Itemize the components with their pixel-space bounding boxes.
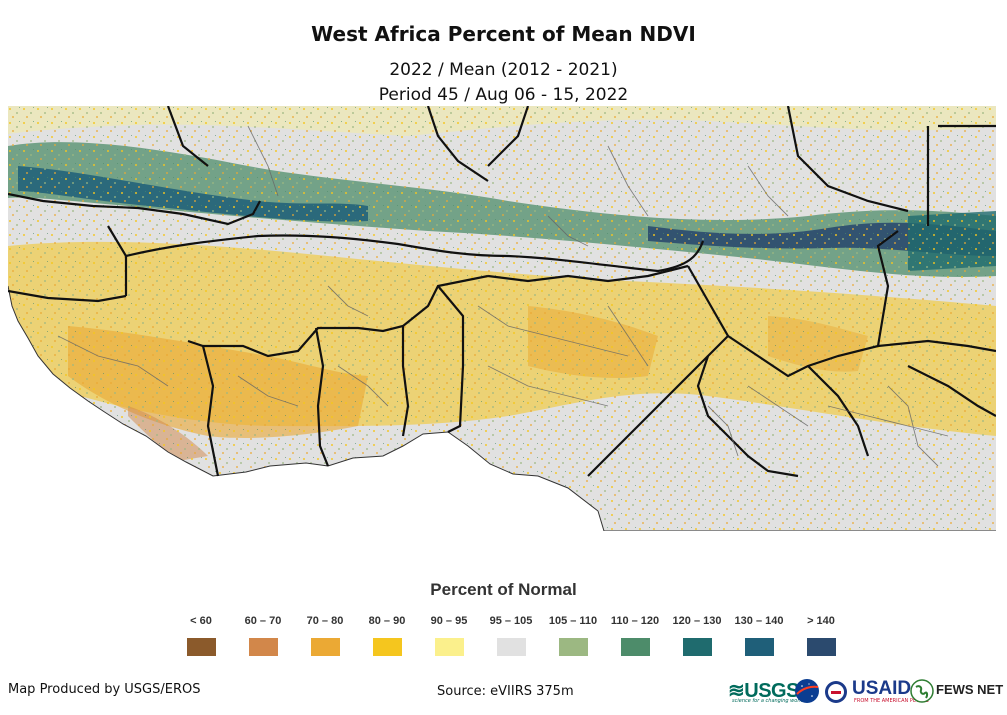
- legend-item: 80 – 90: [356, 612, 418, 656]
- legend-item: 95 – 105: [480, 612, 542, 656]
- legend-item: 120 – 130: [666, 612, 728, 656]
- usaid-seal-icon: [825, 681, 847, 703]
- admin-borders: [57, 125, 949, 467]
- fews-net-globe-icon: [910, 679, 934, 703]
- legend-swatch: [806, 638, 836, 656]
- map-title: West Africa Percent of Mean NDVI: [311, 22, 696, 46]
- map-subtitle-period: Period 45 / Aug 06 - 15, 2022: [378, 85, 629, 105]
- fews-net-logo: FEWS NET: [936, 682, 1004, 697]
- legend-item: 105 – 110: [542, 612, 604, 656]
- legend-item: 90 – 95: [418, 612, 480, 656]
- map-subtitle-comparison: 2022 / Mean (2012 - 2021): [389, 60, 618, 80]
- usgs-logo: ≋USGS: [728, 680, 799, 702]
- country-borders: [8, 106, 996, 478]
- usaid-logo: USAID: [852, 678, 912, 699]
- data-source: Source: eVIIRS 375m: [437, 684, 574, 699]
- legend-label: 130 – 140: [734, 615, 784, 627]
- usgs-tagline: science for a changing world: [732, 698, 804, 704]
- legend-item: 60 – 70: [232, 612, 294, 656]
- legend-swatch: [248, 638, 278, 656]
- partner-logos: ≋USGS science for a changing world USAID…: [728, 676, 1004, 706]
- legend-label: < 60: [190, 615, 212, 627]
- nasa-logo-icon: [795, 679, 819, 703]
- legend-label: 95 – 105: [489, 615, 533, 627]
- legend-swatch: [744, 638, 774, 656]
- legend-label: 90 – 95: [430, 615, 468, 627]
- legend-title: Percent of Normal: [430, 580, 577, 599]
- ndvi-raster: [8, 106, 996, 531]
- legend-swatch: [496, 638, 526, 656]
- legend-item: > 140: [790, 612, 852, 656]
- legend-label: 110 – 120: [610, 615, 660, 627]
- legend-swatch: [372, 638, 402, 656]
- usaid-tagline: FROM THE AMERICAN PEOPLE: [854, 698, 929, 704]
- legend-label: 105 – 110: [548, 615, 598, 627]
- legend-swatch: [434, 638, 464, 656]
- coastline: [8, 285, 996, 531]
- legend-item: 70 – 80: [294, 612, 356, 656]
- legend-swatch: [620, 638, 650, 656]
- legend-label: > 140: [807, 615, 835, 627]
- legend-item: 110 – 120: [604, 612, 666, 656]
- legend-item: 130 – 140: [728, 612, 790, 656]
- legend-swatch: [682, 638, 712, 656]
- legend-label: 80 – 90: [368, 615, 406, 627]
- legend: < 60 60 – 70 70 – 80 80 – 90 90 – 95 95 …: [170, 612, 850, 662]
- legend-swatch: [186, 638, 216, 656]
- legend-item: < 60: [170, 612, 232, 656]
- producer-credit: Map Produced by USGS/EROS: [8, 682, 201, 697]
- legend-label: 120 – 130: [672, 615, 722, 627]
- legend-label: 70 – 80: [306, 615, 344, 627]
- legend-swatch: [558, 638, 588, 656]
- legend-label: 60 – 70: [244, 615, 282, 627]
- legend-swatch: [310, 638, 340, 656]
- ndvi-map: [8, 106, 996, 531]
